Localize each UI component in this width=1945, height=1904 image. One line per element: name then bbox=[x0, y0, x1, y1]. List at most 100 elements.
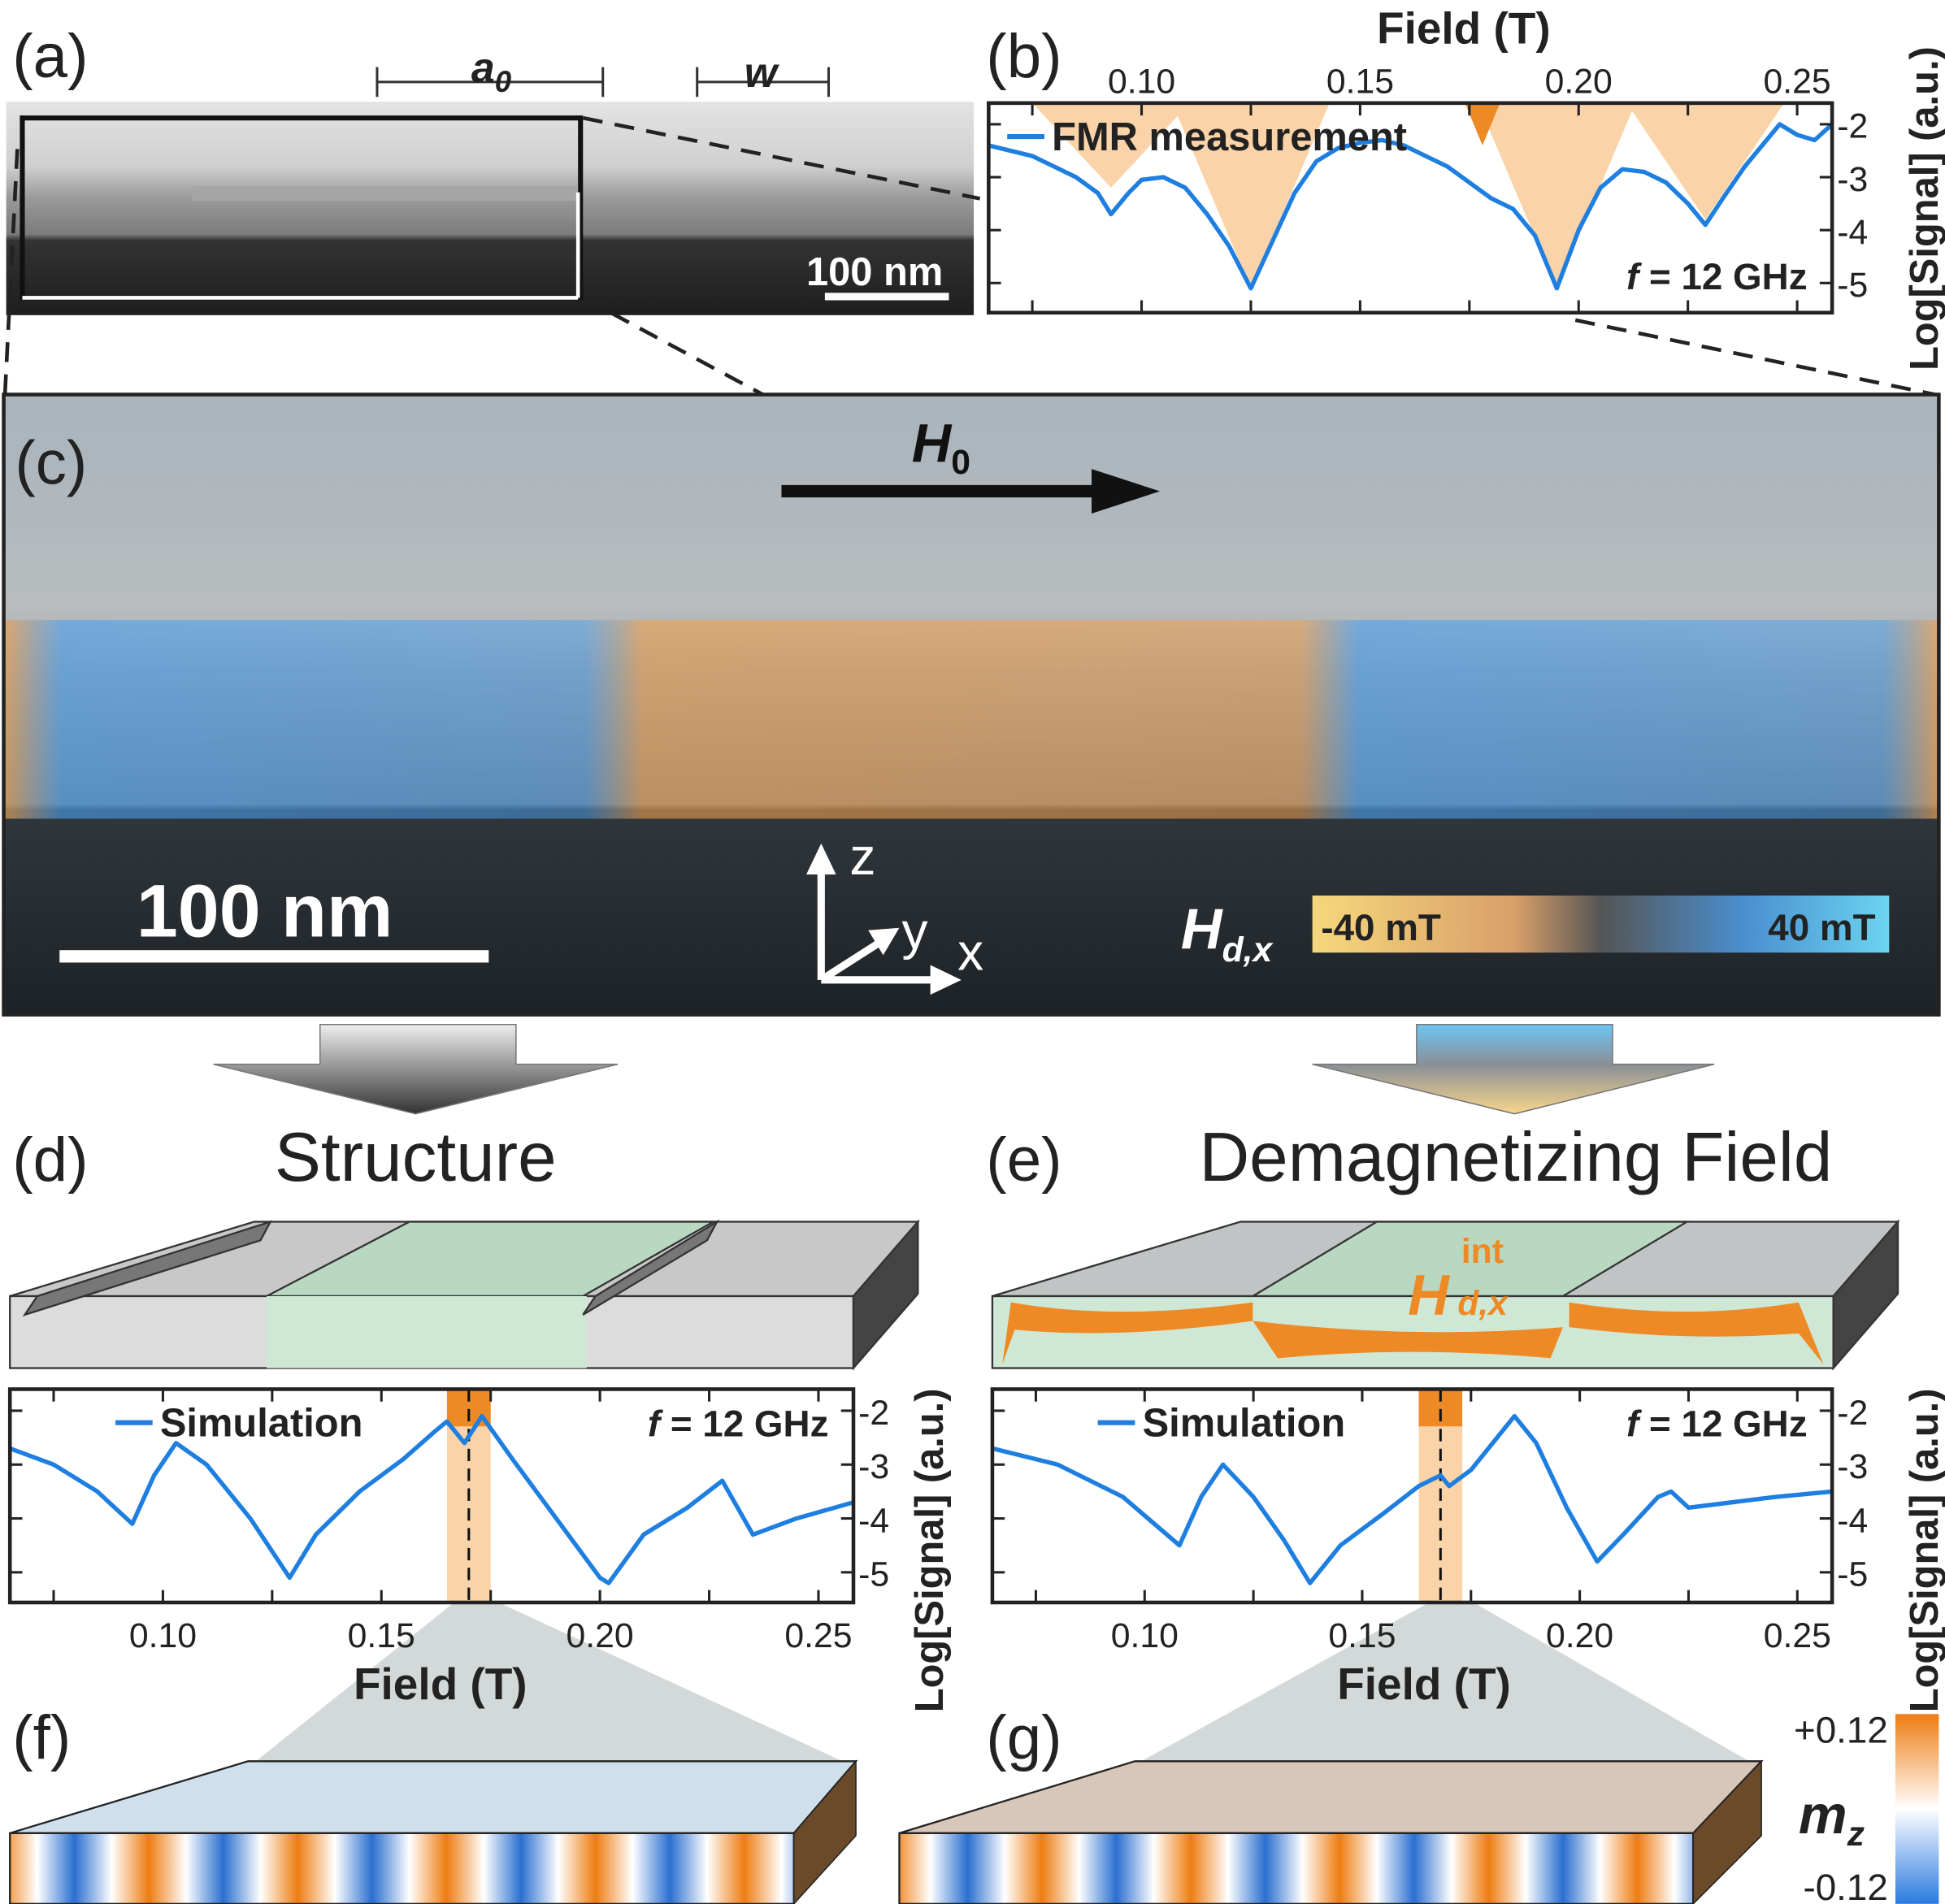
slab-top bbox=[9, 1760, 858, 1834]
slab-side bbox=[792, 1759, 857, 1904]
structure-slab bbox=[9, 1219, 920, 1371]
x-tick-label: 0.10 bbox=[1108, 63, 1175, 102]
panel-label: (f) bbox=[12, 1703, 71, 1772]
y-tick-label: -2 bbox=[1837, 1394, 1868, 1433]
resonance-shade bbox=[1032, 102, 1190, 189]
projection-cone-g bbox=[1141, 1602, 1749, 1762]
y-axis-title: Log[Signal] (a.u.) bbox=[1903, 46, 1945, 371]
x-tick-label: 0.25 bbox=[784, 1616, 852, 1655]
mz-mode-profile bbox=[9, 1832, 795, 1904]
y-axis-title: Log[Signal] (a.u.) bbox=[1903, 1389, 1945, 1713]
x-tick-label: 0.20 bbox=[1545, 63, 1613, 102]
y-tick-label: -4 bbox=[858, 1501, 889, 1540]
down-arrow-demag bbox=[1312, 1024, 1715, 1115]
plot-frame bbox=[987, 101, 1834, 315]
x-tick-label: 0.10 bbox=[1111, 1616, 1179, 1655]
mz-colorbar bbox=[1895, 1714, 1939, 1904]
y-tick-label: -2 bbox=[858, 1394, 889, 1433]
panel-b: (b) Field (T) 0.10 0.15 0.20 0.25-2 -3 -4 -5 FM… bbox=[986, 3, 1945, 371]
demag-field-overlay bbox=[3, 620, 1939, 819]
axis-x-label: x bbox=[957, 923, 983, 982]
panel-g: (g) +0.12 mz -0.12 bbox=[898, 1703, 1939, 1904]
demag-slab bbox=[991, 1219, 1900, 1371]
colorbar bbox=[1312, 896, 1890, 953]
mz-mode-profile bbox=[898, 1832, 1695, 1904]
resonance-shade-dark bbox=[1465, 102, 1500, 145]
chart-e: 0.10 0.15 0.20 0.25 -2 -3 -4 -5 Simulation f = 12… bbox=[990, 1387, 1868, 1655]
legend-label: FMR measurement bbox=[1052, 115, 1407, 159]
data-curve bbox=[988, 122, 1834, 291]
panel-title: Demagnetizing Field bbox=[1199, 1119, 1832, 1196]
axes-triad bbox=[805, 843, 962, 995]
colorbar-max: +0.12 bbox=[1794, 1709, 1888, 1750]
plot-frame bbox=[7, 1387, 856, 1605]
axis-z-label: z bbox=[849, 827, 875, 886]
y-axis-title: Log[Signal] (a.u.) bbox=[908, 1389, 952, 1713]
data-curve bbox=[9, 1413, 854, 1585]
a0-label: a0 bbox=[471, 44, 511, 98]
chart-d: 0.10 0.15 0.20 0.25 -2 -3 -4 -5 Simulation f = 12… bbox=[7, 1387, 889, 1655]
y-tick-label: -4 bbox=[1837, 213, 1868, 252]
x-tick-label: 0.25 bbox=[1764, 1616, 1831, 1655]
resonance-shade bbox=[1626, 102, 1784, 220]
colorbar-min: -40 mT bbox=[1321, 907, 1441, 948]
y-tick-label: -3 bbox=[1837, 1447, 1868, 1486]
x-axis-title: Field (T) bbox=[1337, 1659, 1511, 1709]
tem-ridge bbox=[192, 186, 577, 202]
x-tick-label: 0.15 bbox=[1328, 1616, 1396, 1655]
colorbar-min: -0.12 bbox=[1803, 1867, 1887, 1904]
resonance-shade bbox=[1478, 102, 1636, 288]
frequency-label: f = 12 GHz bbox=[648, 1403, 829, 1444]
panel-label: (g) bbox=[986, 1703, 1062, 1772]
y-tick-label: -3 bbox=[858, 1447, 889, 1486]
scalebar bbox=[824, 293, 949, 301]
resonance-shade bbox=[1172, 102, 1330, 288]
colorbar-max: 40 mT bbox=[1768, 907, 1875, 948]
w-label: w bbox=[745, 49, 780, 96]
hint-label: Hint d,x bbox=[1408, 1232, 1509, 1327]
axis-y-label: y bbox=[902, 902, 928, 961]
zoom-lines bbox=[2, 115, 1936, 397]
panel-label: (e) bbox=[986, 1125, 1062, 1195]
panel-label: (a) bbox=[12, 22, 88, 91]
colorbar-title: Hd,x bbox=[1181, 897, 1274, 969]
frequency-label: f = 12 GHz bbox=[1626, 256, 1808, 297]
x-tick-label: 0.25 bbox=[1764, 63, 1831, 102]
h0-label: H0 bbox=[912, 413, 970, 482]
x-tick-label: 0.10 bbox=[129, 1616, 197, 1655]
x-axis-title: Field (T) bbox=[354, 1659, 527, 1709]
legend-label: Simulation bbox=[160, 1401, 363, 1445]
x-tick-label: 0.20 bbox=[1546, 1616, 1613, 1655]
panel-label: (d) bbox=[12, 1125, 88, 1195]
scalebar bbox=[59, 950, 489, 963]
legend-label: Simulation bbox=[1143, 1401, 1346, 1445]
x-axis-title: Field (T) bbox=[1377, 3, 1551, 54]
panel-label: (b) bbox=[986, 22, 1062, 91]
y-tick-label: -4 bbox=[1837, 1501, 1868, 1540]
y-tick-label: -5 bbox=[858, 1555, 889, 1594]
tem-image bbox=[6, 102, 975, 315]
x-tick-label: 0.15 bbox=[1326, 63, 1394, 102]
panel-title: Structure bbox=[275, 1119, 557, 1196]
down-arrow-structure bbox=[213, 1024, 619, 1115]
panel-e: (e) Demagnetizing Field Hint d,x 0.10 0.15… bbox=[986, 1119, 1945, 1712]
x-tick-label: 0.20 bbox=[567, 1616, 634, 1655]
y-tick-label: -3 bbox=[1837, 160, 1868, 199]
colorbar-title: mz bbox=[1799, 1785, 1865, 1854]
scalebar-label: 100 nm bbox=[806, 250, 943, 294]
data-curve bbox=[992, 1413, 1833, 1585]
panel-a: (a) a0 w 100 nm bbox=[2, 22, 1936, 397]
y-tick-label: -5 bbox=[1837, 266, 1868, 305]
panel-d: (d) Structure 0.10 0.15 0.20 0.25 -2 -3 -4 -5 Si… bbox=[7, 1119, 952, 1713]
dimension-a0 bbox=[376, 67, 605, 98]
slab-side bbox=[1692, 1759, 1762, 1904]
frequency-label: f = 12 GHz bbox=[1626, 1403, 1808, 1444]
y-tick-label: -2 bbox=[1837, 107, 1868, 146]
dimension-w bbox=[696, 67, 830, 98]
plot-frame bbox=[990, 1387, 1834, 1605]
frame bbox=[2, 393, 1941, 1017]
x-tick-label: 0.15 bbox=[348, 1616, 415, 1655]
scalebar-label: 100 nm bbox=[137, 870, 393, 952]
y-tick-label: -5 bbox=[1837, 1555, 1868, 1594]
